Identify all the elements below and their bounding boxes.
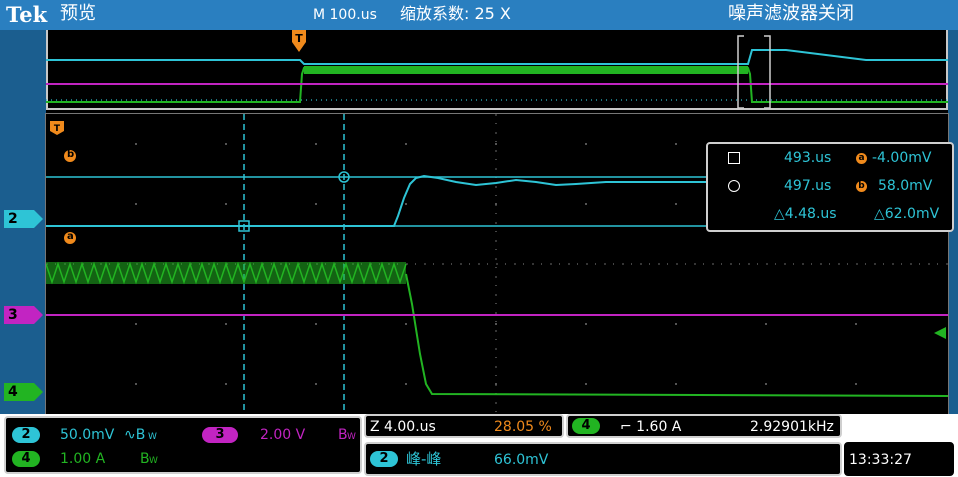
ch4-bw-limit-sub: W bbox=[149, 456, 158, 466]
overview-window[interactable] bbox=[46, 30, 948, 110]
noise-filter-status: 噪声滤波器关闭 bbox=[728, 3, 854, 24]
tek-logo: Tek bbox=[6, 2, 48, 27]
delta-time: △4.48.us bbox=[774, 206, 837, 222]
overview-ch4-band bbox=[304, 66, 748, 74]
clock-panel: 13:33:27 bbox=[844, 442, 954, 476]
header-bar: Tek 预览 M 100.us 缩放系数: 25 X 噪声滤波器关闭 bbox=[0, 0, 958, 30]
trigger-frequency: 2.92901kHz bbox=[750, 419, 834, 435]
ch3-bw-limit-sub: W bbox=[347, 432, 356, 442]
ch4-scale: 1.00 A bbox=[60, 451, 106, 467]
clock-time: 13:33:27 bbox=[849, 452, 912, 468]
ch4-switching-band bbox=[46, 262, 406, 284]
zoom-scale-panel[interactable]: Z 4.00.us 28.05 % bbox=[364, 414, 564, 438]
overview-ch4-trace bbox=[46, 67, 948, 103]
cursor-a-icon: a bbox=[856, 153, 867, 164]
overview-traces bbox=[46, 35, 948, 109]
svg-text:T: T bbox=[295, 32, 303, 45]
left-channel-strip bbox=[0, 0, 46, 477]
measurement-badge[interactable]: 2 bbox=[370, 451, 398, 467]
ch3-badge[interactable]: 3 bbox=[202, 427, 238, 443]
cursor-2-circle bbox=[338, 171, 350, 183]
overview-ch2-trace bbox=[46, 49, 948, 65]
delta-value: △62.0mV bbox=[874, 206, 940, 222]
cursor-b-icon: b bbox=[856, 181, 867, 192]
bottom-readout-area: 2 50.0mV ∿B W 3 2.00 V B W 4 1.00 A B W … bbox=[0, 414, 958, 477]
ref-a-marker: a bbox=[64, 231, 76, 244]
zoom-factor: 缩放系数: 25 X bbox=[400, 4, 511, 23]
measurement-name: 峰-峰 bbox=[406, 450, 442, 468]
trigger-position-marker[interactable]: T bbox=[292, 30, 306, 52]
measurement-panel[interactable]: 2 峰-峰 66.0mV bbox=[364, 442, 842, 476]
main-graticule bbox=[46, 114, 948, 414]
ch4-level-marker[interactable]: 4 bbox=[4, 383, 43, 401]
zoom-region-bracket bbox=[737, 35, 771, 109]
ch3-level-marker[interactable]: 3 bbox=[4, 306, 43, 324]
ref-b-marker: b bbox=[64, 149, 76, 162]
trigger-source-badge[interactable]: 4 bbox=[572, 418, 600, 434]
trigger-level-arrow[interactable] bbox=[934, 324, 946, 339]
ch2-bw-limit: W bbox=[148, 432, 157, 442]
ch2-coupling: ∿B bbox=[124, 427, 146, 443]
measurement-value: 66.0mV bbox=[494, 452, 549, 468]
cursor1-value: -4.00mV bbox=[872, 150, 932, 166]
cursor2-value: 58.0mV bbox=[878, 178, 933, 194]
cursor-1-square bbox=[238, 220, 250, 232]
cursor1-time: 493.us bbox=[784, 150, 832, 166]
svg-text:T: T bbox=[54, 124, 61, 134]
ch2-trace bbox=[46, 174, 706, 227]
square-cursor-icon bbox=[728, 152, 740, 164]
main-trigger-marker[interactable]: T bbox=[50, 120, 64, 135]
ch3-scale: 2.00 V bbox=[260, 427, 306, 443]
ch2-badge[interactable]: 2 bbox=[12, 427, 40, 443]
ch4-ripple bbox=[46, 261, 407, 285]
circle-cursor-icon bbox=[728, 180, 740, 192]
zoom-position: 28.05 % bbox=[494, 419, 552, 435]
cursor2-time: 497.us bbox=[784, 178, 832, 194]
ch3-bw-limit: B bbox=[338, 427, 348, 443]
ch4-bw-limit: B bbox=[140, 451, 150, 467]
ch2-level-marker[interactable]: 2 bbox=[4, 210, 43, 228]
zoom-window[interactable]: b a T bbox=[46, 114, 948, 414]
trigger-slope-level: ⌐ 1.60 A bbox=[620, 419, 682, 435]
zoom-scale: Z 4.00.us bbox=[370, 419, 436, 435]
ch4-trace bbox=[405, 273, 948, 397]
cursor-readout-box: 493.us a -4.00mV 497.us b 58.0mV △4.48.u… bbox=[706, 142, 954, 232]
channel-settings-panel[interactable]: 2 50.0mV ∿B W 3 2.00 V B W 4 1.00 A B W bbox=[4, 416, 362, 474]
ch2-scale: 50.0mV bbox=[60, 427, 115, 443]
acquisition-mode: 预览 bbox=[60, 3, 96, 24]
ch4-badge[interactable]: 4 bbox=[12, 451, 40, 467]
timebase-readout: M 100.us bbox=[313, 7, 377, 23]
trigger-panel[interactable]: 4 ⌐ 1.60 A 2.92901kHz bbox=[566, 414, 842, 438]
